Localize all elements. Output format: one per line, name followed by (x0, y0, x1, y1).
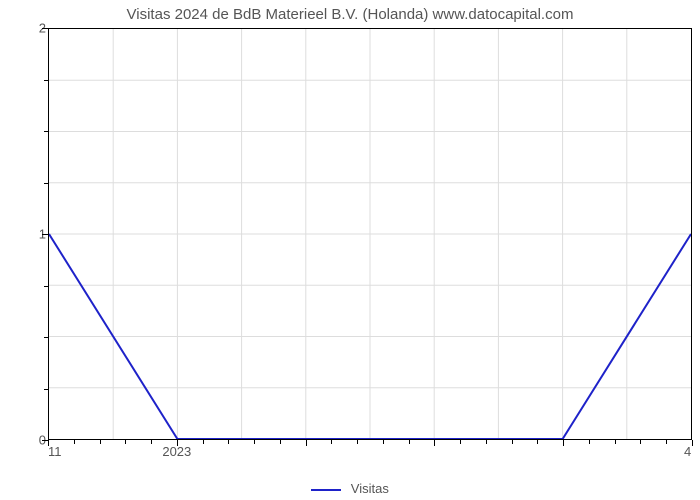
y-axis-tick-minor (44, 131, 48, 132)
y-axis-tick-minor (44, 286, 48, 287)
legend-label: Visitas (351, 481, 389, 496)
legend: Visitas (0, 481, 700, 496)
x-axis-label: 4 (684, 444, 691, 459)
y-axis-tick-minor (44, 183, 48, 184)
x-axis-tick-minor (589, 440, 590, 444)
x-axis-label: 2023 (162, 444, 191, 459)
x-axis-tick-minor (203, 440, 204, 444)
x-axis-tick-minor (537, 440, 538, 444)
x-axis-tick (692, 440, 693, 446)
x-axis-tick-minor (357, 440, 358, 444)
x-axis-tick-minor (74, 440, 75, 444)
x-axis-label: 11 (48, 444, 62, 459)
plot-svg (49, 29, 691, 439)
x-axis-tick-minor (228, 440, 229, 444)
x-axis-tick-minor (280, 440, 281, 444)
x-axis-tick-minor (460, 440, 461, 444)
legend-swatch (311, 489, 341, 491)
x-axis-tick-minor (666, 440, 667, 444)
x-axis-tick (434, 440, 435, 446)
x-axis-tick-minor (151, 440, 152, 444)
x-axis-tick (563, 440, 564, 446)
x-axis-tick-minor (331, 440, 332, 444)
x-axis-tick (306, 440, 307, 446)
plot-area (48, 28, 692, 440)
x-axis-tick-minor (640, 440, 641, 444)
y-axis-tick-minor (44, 389, 48, 390)
y-axis-tick (42, 234, 48, 235)
x-axis-tick-minor (409, 440, 410, 444)
y-axis-tick-minor (44, 337, 48, 338)
x-axis-tick-minor (512, 440, 513, 444)
y-axis-tick-minor (44, 80, 48, 81)
chart-container: Visitas 2024 de BdB Materieel B.V. (Hola… (0, 0, 700, 500)
x-axis-tick-minor (486, 440, 487, 444)
x-axis-tick-minor (383, 440, 384, 444)
x-axis-tick-minor (100, 440, 101, 444)
x-axis-tick-minor (125, 440, 126, 444)
y-axis-tick (42, 28, 48, 29)
chart-title: Visitas 2024 de BdB Materieel B.V. (Hola… (0, 6, 700, 23)
x-axis-tick-minor (615, 440, 616, 444)
x-axis-tick-minor (254, 440, 255, 444)
